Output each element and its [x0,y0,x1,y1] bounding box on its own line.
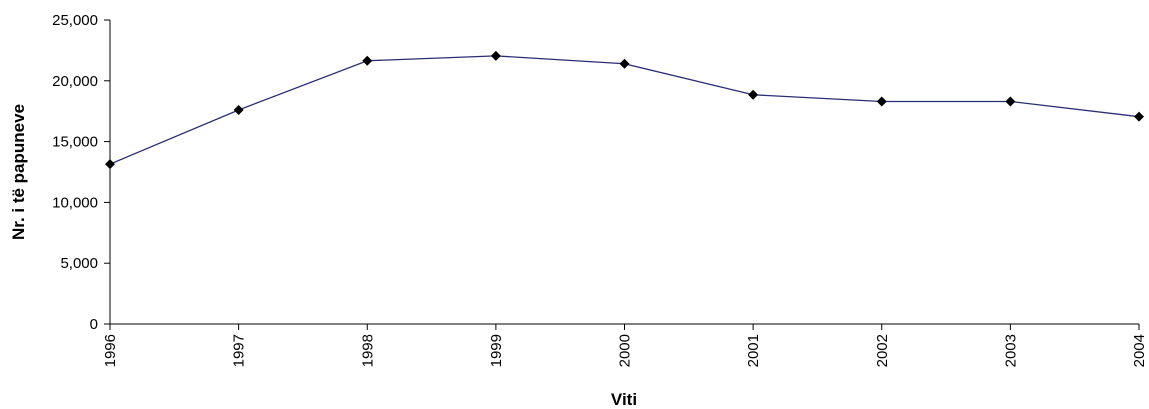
y-tick-label: 5,000 [60,255,98,272]
data-point-marker [1005,96,1016,107]
series-layer [105,50,1144,170]
x-tick-label: 2001 [745,334,762,367]
data-point-marker [362,55,373,66]
y-axis: 0 5,000 10,000 15,000 20,000 25,000 [52,12,111,333]
data-point-marker [490,50,501,61]
data-point-marker [233,104,244,115]
data-point-marker [748,89,759,100]
series-line [109,55,1140,165]
x-tick-label: 2000 [617,334,634,367]
y-tick-label: 10,000 [52,194,98,211]
x-axis: 1996 1997 1998 1999 2000 2001 2002 2003 2004 [102,323,1148,367]
y-axis-title: Nr. i të papuneve [9,104,28,240]
data-point-marker [619,58,630,69]
y-tick-label: 0 [90,316,98,333]
y-tick-label: 25,000 [52,12,98,29]
x-tick-label: 2003 [1002,334,1019,367]
data-point-marker [105,159,115,170]
x-tick-label: 1996 [102,334,119,367]
x-tick-label: 1999 [488,334,505,367]
x-tick-label: 1998 [359,334,376,367]
x-axis-title: Viti [611,390,637,409]
x-tick-label: 2004 [1131,334,1148,367]
data-point-marker [1134,111,1144,122]
x-tick-label: 2002 [874,334,891,367]
y-tick-label: 15,000 [52,134,98,151]
data-point-marker [876,96,887,107]
y-tick-label: 20,000 [52,73,98,90]
x-tick-label: 1997 [231,334,248,367]
